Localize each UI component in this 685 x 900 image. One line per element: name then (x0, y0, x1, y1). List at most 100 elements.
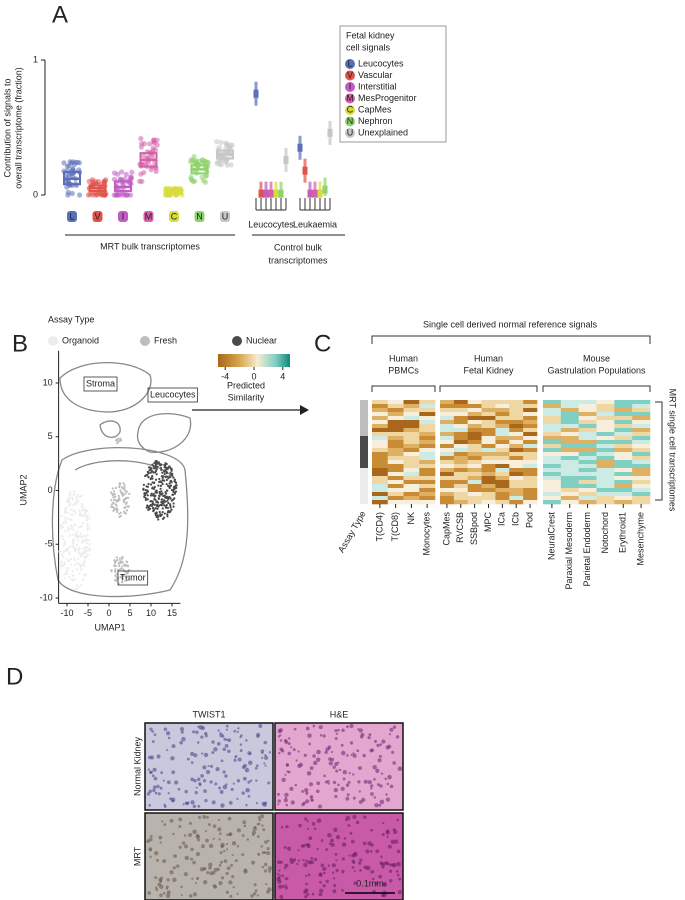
legend-letter: L (347, 58, 352, 68)
heat-cell (560, 428, 579, 433)
group-label: MRT bulk transcriptomes (100, 241, 200, 251)
nucleus (353, 881, 357, 885)
cell-point (63, 577, 67, 580)
nucleus (356, 749, 360, 753)
region-box (117, 570, 149, 586)
heat-cell (387, 488, 404, 493)
heat-cell (467, 444, 482, 449)
heat-cell (495, 476, 510, 481)
nucleus (281, 777, 286, 783)
heat-cell (523, 464, 538, 469)
cell-point (174, 484, 177, 487)
cell-point (155, 473, 158, 476)
nucleus (234, 859, 238, 863)
group-name: Human (474, 353, 503, 363)
nucleus (328, 761, 333, 766)
cell-point (84, 545, 87, 549)
nucleus (284, 885, 289, 890)
cell-point (68, 534, 71, 537)
heat-cell (403, 496, 420, 501)
nucleus (387, 774, 392, 780)
nucleus (250, 894, 254, 898)
nucleus (319, 880, 322, 884)
nucleus (247, 794, 251, 798)
jitter-point (141, 153, 147, 159)
cell-point (75, 501, 78, 504)
heat-cell (523, 424, 538, 429)
legend-name: Leucocytes (358, 58, 404, 68)
nucleus (228, 832, 232, 837)
heat-cell (523, 412, 538, 417)
nucleus (202, 815, 207, 819)
heat-cell (509, 448, 524, 453)
heat-cell (509, 400, 524, 405)
nucleus (285, 825, 289, 829)
heat-cell (419, 444, 436, 449)
heat-cell (596, 492, 615, 497)
y-axis-label: overall transcriptome (fraction) (13, 67, 23, 189)
heat-cell (440, 496, 455, 501)
nucleus (205, 769, 211, 775)
cell-point (165, 483, 168, 486)
heat-cell (372, 452, 389, 457)
heat-cell (481, 436, 496, 441)
nucleus (247, 760, 253, 766)
cell-point (169, 471, 172, 474)
legend-name: MesProgenitor (358, 93, 417, 103)
nucleus (341, 857, 346, 861)
legend-name: Nuclear (246, 335, 277, 345)
nucleus (308, 742, 311, 746)
heat-cell (509, 456, 524, 461)
nucleus (203, 880, 208, 885)
jitter-point (103, 177, 109, 183)
cell-point (125, 570, 128, 574)
heat-cell (543, 488, 562, 493)
cell-point (125, 490, 128, 493)
nucleus (151, 730, 154, 733)
nucleus (152, 785, 157, 789)
nucleus (258, 818, 262, 822)
x-tick-label: 5 (127, 608, 132, 618)
heat-cell (453, 408, 469, 413)
heat-cell (543, 436, 562, 441)
heat-cell (453, 496, 469, 501)
cell-point (162, 502, 165, 505)
nucleus (373, 796, 377, 799)
nucleus (149, 727, 153, 731)
heat-cell (387, 464, 404, 469)
heat-cell (509, 424, 524, 429)
cell-point (145, 506, 148, 509)
cell-point (122, 499, 125, 502)
nucleus (358, 790, 361, 793)
heat-cell (419, 412, 436, 417)
cell-point (169, 476, 172, 479)
cell-point (172, 486, 175, 489)
nucleus (203, 866, 207, 871)
nucleus (350, 839, 355, 844)
cell-point (60, 563, 63, 566)
cell-point (59, 527, 63, 530)
cell-point (79, 532, 83, 535)
column-label: NK (406, 512, 416, 525)
cell-point (160, 475, 163, 478)
nucleus (200, 774, 204, 778)
nucleus (264, 764, 267, 767)
nucleus (160, 771, 164, 775)
nucleus (211, 740, 215, 744)
nucleus (385, 797, 391, 802)
cell-point (124, 579, 127, 582)
nucleus (257, 852, 261, 856)
cell-point (156, 465, 159, 468)
cell-point (70, 527, 73, 530)
nucleus (221, 844, 224, 847)
cell-point (116, 442, 119, 445)
cell-point (65, 558, 68, 561)
nucleus (147, 768, 150, 771)
heat-cell (495, 500, 510, 505)
heat-cell (614, 440, 633, 445)
nucleus (370, 748, 375, 752)
heat-cell (596, 480, 615, 485)
cell-point (63, 542, 66, 546)
nucleus (358, 861, 362, 865)
cell-point (161, 471, 164, 474)
